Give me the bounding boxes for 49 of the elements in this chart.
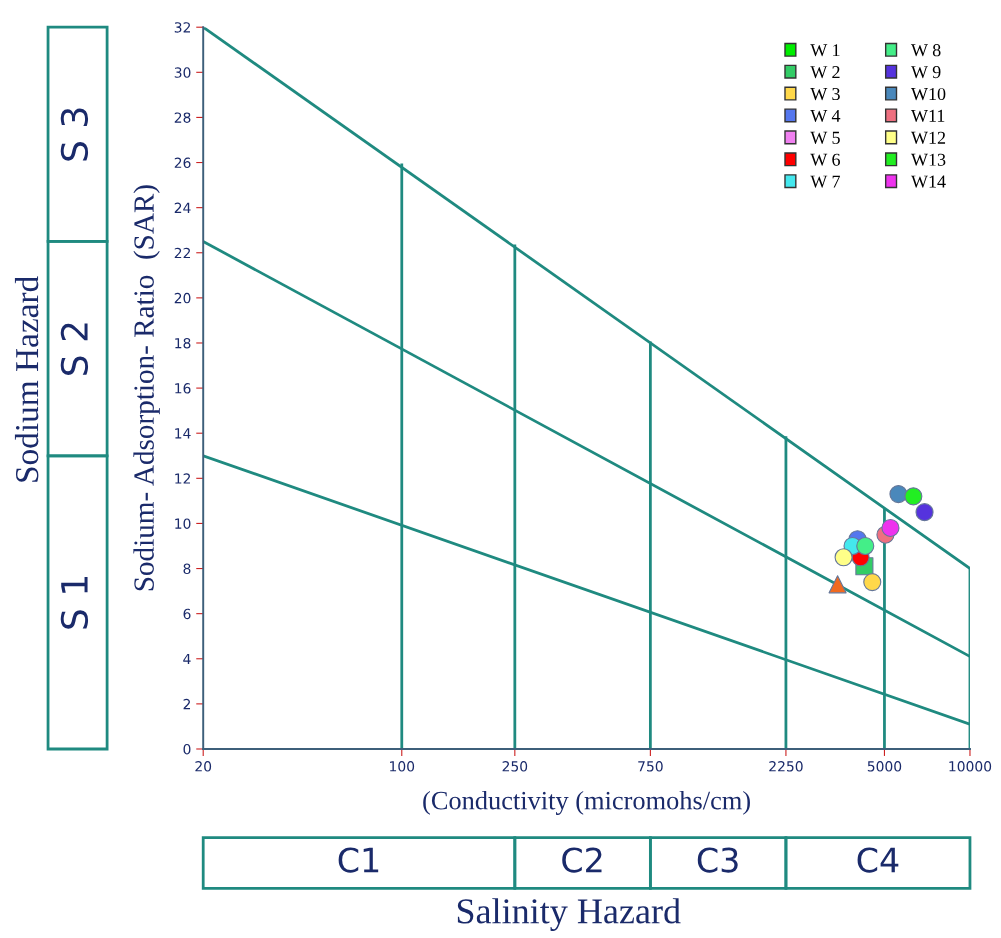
y-tick-label: 2 <box>183 698 191 710</box>
y-tick-label: 4 <box>183 653 191 665</box>
legend-label: W13 <box>910 153 946 166</box>
x-tick-label: 750 <box>638 761 663 772</box>
legend-label: W14 <box>910 175 946 188</box>
legend-label: W 4 <box>810 109 841 123</box>
text: Sodium Hazard <box>14 276 39 482</box>
text: C1 <box>338 847 379 873</box>
y-tick-label: 18 <box>175 337 191 349</box>
x-tick-label: 250 <box>502 761 528 772</box>
text: Salinity Hazard <box>457 898 681 931</box>
y-tick-label: 16 <box>175 383 191 394</box>
y-tick-label: 28 <box>174 112 191 123</box>
y-tick-label: 26 <box>174 157 191 169</box>
y-axis-title: Sodium- Adsorption- Ratio (SAR) <box>133 185 160 591</box>
legend-label: W10 <box>910 87 946 101</box>
x-axis-title: (Conductivity (micromohs/cm) <box>423 790 750 815</box>
y-tick-label: 12 <box>175 473 191 484</box>
legend-label: W 5 <box>810 131 840 144</box>
x-tick-label: 5000 <box>867 761 902 772</box>
legend-label: W 3 <box>810 87 840 101</box>
y-tick-label: 22 <box>174 247 191 259</box>
y-tick-label: 20 <box>174 292 191 304</box>
legend-label: W 2 <box>810 66 840 79</box>
y-tick-label: 10 <box>175 518 191 529</box>
text: S 1 <box>60 577 89 629</box>
text: C2 <box>562 847 602 873</box>
text: S 3 <box>60 108 89 161</box>
y-tick-label: 24 <box>174 202 191 213</box>
text: C3 <box>697 847 738 873</box>
x-tick-label: 20 <box>195 761 212 772</box>
legend-label: W12 <box>910 131 946 144</box>
x-tick-label: 100 <box>390 761 415 772</box>
y-tick-label: 32 <box>174 22 191 33</box>
legend-label: W 9 <box>910 66 941 79</box>
y-tick-label: 8 <box>183 563 191 575</box>
text: C4 <box>857 847 899 873</box>
legend-label: W 1 <box>810 44 840 57</box>
text: S 2 <box>60 323 89 375</box>
x-tick-label: 10000 <box>949 761 992 772</box>
legend-label: W 8 <box>910 44 941 57</box>
y-tick-label: 30 <box>174 67 191 78</box>
y-tick-label: 0 <box>183 743 191 755</box>
legend-label: W11 <box>910 109 945 123</box>
y-tick-label: 6 <box>183 608 191 620</box>
legend-label: W 7 <box>810 175 841 188</box>
y-tick-label: 14 <box>175 428 191 439</box>
legend-label: W 6 <box>810 153 840 166</box>
x-tick-label: 2250 <box>769 761 803 772</box>
